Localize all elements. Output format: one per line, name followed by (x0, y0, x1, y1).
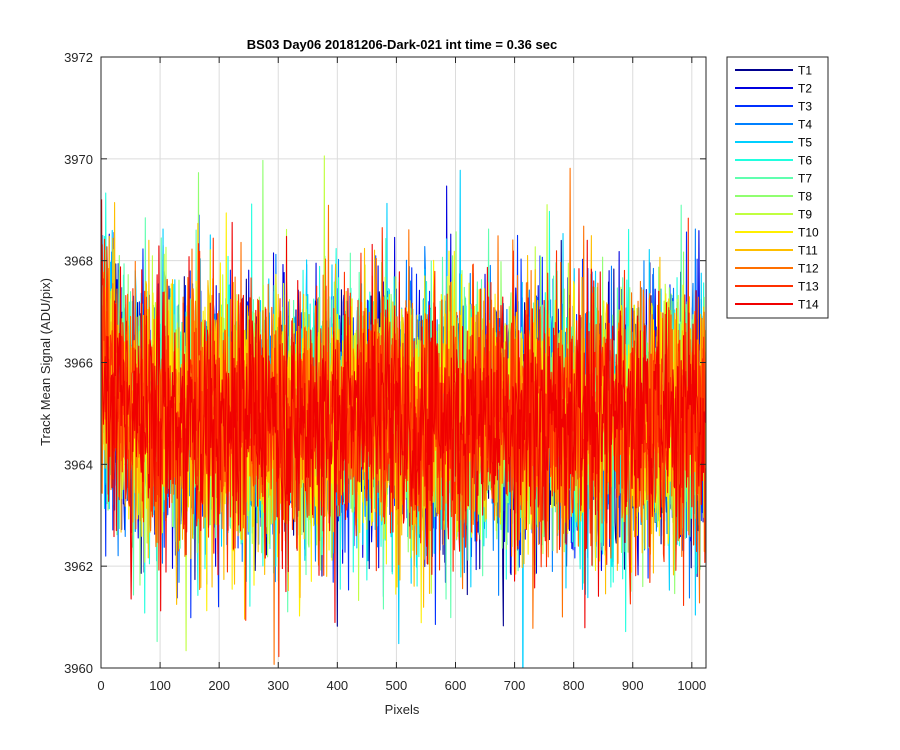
series-line-t14 (101, 199, 706, 629)
legend-box (726, 56, 829, 319)
plot-area: 0 100 200 300 400 500 600 700 800 900 1000 3960 3962… (64, 50, 707, 693)
legend: T1 T2 T3 T4 T5 T6 T7 T8 T9 T10 T11 T12 T13 T14 (726, 56, 829, 319)
y-tick-label: 3960 (64, 661, 93, 676)
chart-title: BS03 Day06 20181206-Dark-021 int time = … (247, 37, 557, 52)
legend-label-t7: T7 (798, 172, 812, 186)
y-tick-label: 3966 (64, 356, 93, 371)
x-tick-label: 1000 (677, 678, 706, 693)
x-tick-label: 800 (563, 678, 585, 693)
x-tick-label: 900 (622, 678, 644, 693)
legend-label-t12: T12 (798, 262, 819, 276)
legend-label-t2: T2 (798, 82, 812, 96)
legend-label-t10: T10 (798, 226, 819, 240)
y-tick-label: 3970 (64, 152, 93, 167)
y-tick-label: 3962 (64, 559, 93, 574)
y-tick-label: 3964 (64, 457, 93, 472)
x-tick-label: 400 (326, 678, 348, 693)
x-tick-label: 600 (445, 678, 467, 693)
ticks: 0 100 200 300 400 500 600 700 800 900 1000 3960 3962… (64, 50, 706, 693)
x-tick-label: 100 (149, 678, 171, 693)
y-axis-label: Track Mean Signal (ADU/pix) (38, 278, 53, 446)
legend-label-t1: T1 (798, 64, 812, 78)
legend-label-t4: T4 (798, 118, 812, 132)
legend-label-t9: T9 (798, 208, 812, 222)
x-tick-label: 300 (267, 678, 289, 693)
legend-label-t11: T11 (798, 244, 818, 258)
y-tick-label: 3968 (64, 254, 93, 269)
series-group (101, 155, 706, 668)
legend-label-t6: T6 (798, 154, 812, 168)
x-tick-label: 200 (208, 678, 230, 693)
x-tick-label: 500 (386, 678, 408, 693)
legend-label-t13: T13 (798, 280, 819, 294)
x-tick-label: 700 (504, 678, 526, 693)
y-tick-label: 3972 (64, 50, 93, 65)
series-line-t13 (101, 217, 706, 658)
legend-label-t14: T14 (798, 298, 819, 312)
x-tick-label: 0 (97, 678, 104, 693)
x-axis-label: Pixels (385, 702, 420, 717)
legend-label-t8: T8 (798, 190, 812, 204)
legend-label-t5: T5 (798, 136, 812, 150)
legend-label-t3: T3 (798, 100, 812, 114)
